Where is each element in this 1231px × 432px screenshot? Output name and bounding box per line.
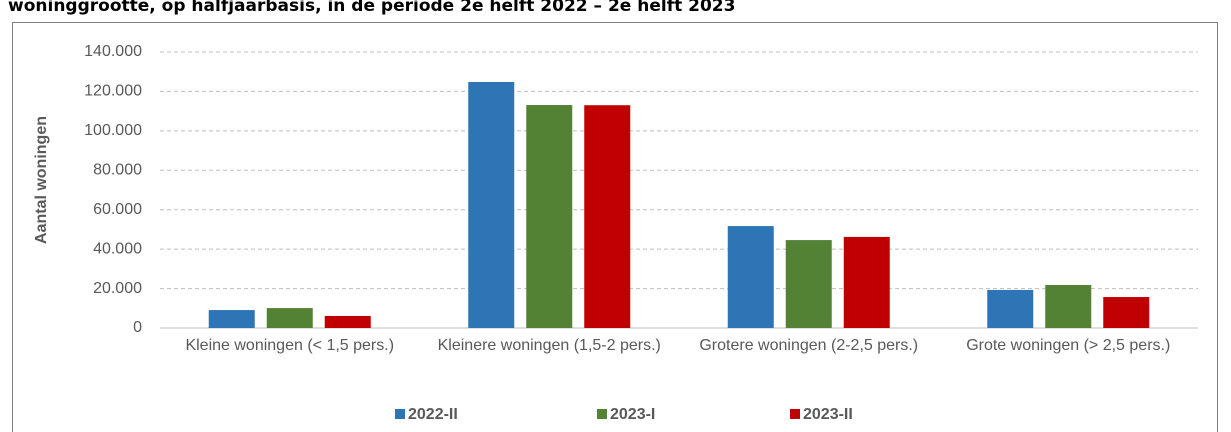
bar [785, 240, 832, 328]
legend-label: 2023-II [803, 406, 853, 423]
bar [727, 226, 774, 328]
y-tick-label: 120.000 [84, 83, 142, 100]
bar [843, 236, 890, 328]
y-tick-label: 40.000 [93, 240, 142, 257]
bar [468, 81, 515, 328]
y-tick-label: 0 [133, 319, 142, 336]
x-tick-label: Grote woningen (> 2,5 pers.) [966, 337, 1171, 354]
bar [1045, 285, 1092, 328]
y-tick-label: 100.000 [84, 122, 142, 139]
bar [208, 310, 255, 328]
bar [1103, 297, 1150, 328]
bar [526, 105, 573, 328]
y-tick-label: 60.000 [93, 201, 142, 218]
legend-label: 2022-II [408, 406, 458, 423]
x-tick-label: Grotere woningen (2-2,5 pers.) [699, 337, 919, 354]
bar [266, 308, 313, 328]
bar [584, 105, 631, 328]
y-tick-label: 20.000 [93, 280, 142, 297]
y-tick-label: 80.000 [93, 162, 142, 179]
legend-swatch [597, 409, 607, 419]
x-tick-label: Kleinere woningen (1,5-2 pers.) [437, 337, 661, 354]
bar [324, 315, 371, 328]
legend-swatch [790, 409, 800, 419]
legend-swatch [395, 409, 405, 419]
x-tick-label: Kleine woningen (< 1,5 pers.) [185, 337, 395, 354]
chart-title: woninggrootte, op halfjaarbasis, in de p… [8, 0, 735, 16]
chart-border [12, 22, 1218, 432]
y-tick-label: 140.000 [84, 43, 142, 60]
bar [987, 289, 1034, 328]
legend-label: 2023-I [610, 406, 655, 423]
y-axis-label: Aantal woningen [33, 116, 50, 244]
